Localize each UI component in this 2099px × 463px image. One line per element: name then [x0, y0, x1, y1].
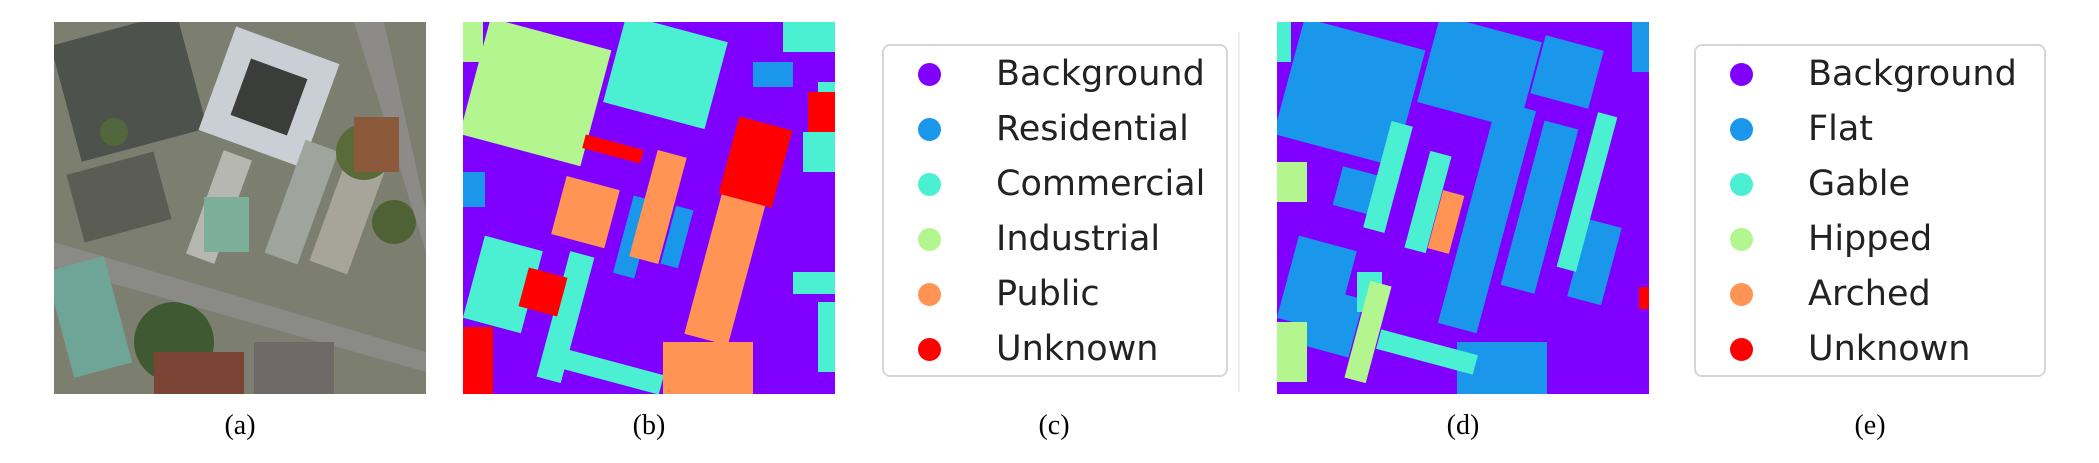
roof-type-legend: Background Flat Gable Hipped Arched Unkn… [1694, 44, 2046, 377]
legend-label: Commercial [996, 164, 1206, 204]
legend-label: Background [996, 54, 1205, 94]
legend-item: Public [884, 274, 1226, 314]
caption-a: (a) [224, 410, 256, 441]
legend-marker-arched [1730, 283, 1753, 306]
legend-marker-gable [1730, 173, 1753, 196]
legend-label: Public [996, 274, 1100, 314]
caption-d: (d) [1446, 410, 1480, 441]
legend-marker-background [918, 63, 941, 86]
function-map-panel [463, 22, 835, 394]
legend-label: Unknown [996, 329, 1159, 369]
legend-item: Flat [1696, 109, 2044, 149]
legend-label: Gable [1808, 164, 1911, 204]
legend-marker-residential [918, 118, 941, 141]
legend-marker-background [1730, 63, 1753, 86]
legend-label: Background [1808, 54, 2017, 94]
legend-label: Residential [996, 109, 1189, 149]
roof-segmentation-map [1277, 22, 1649, 394]
legend-item: Unknown [884, 329, 1226, 369]
aerial-image [54, 22, 426, 394]
legend-marker-unknown [1730, 338, 1753, 361]
aerial-image-panel [54, 22, 426, 394]
legend-marker-public [918, 283, 941, 306]
divider [1238, 32, 1240, 392]
legend-item: Background [884, 54, 1226, 94]
roof-map-panel [1277, 22, 1649, 394]
caption-b: (b) [632, 410, 666, 441]
legend-item: Hipped [1696, 219, 2044, 259]
legend-marker-unknown [918, 338, 941, 361]
legend-marker-commercial [918, 173, 941, 196]
function-segmentation-map [463, 22, 835, 394]
function-legend: Background Residential Commercial Indust… [882, 44, 1228, 377]
legend-label: Flat [1808, 109, 1874, 149]
caption-c: (c) [1038, 410, 1070, 441]
legend-label: Hipped [1808, 219, 1933, 259]
legend-marker-hipped [1730, 228, 1753, 251]
legend-marker-flat [1730, 118, 1753, 141]
legend-label: Arched [1808, 274, 1931, 314]
legend-label: Unknown [1808, 329, 1971, 369]
legend-item: Background [1696, 54, 2044, 94]
legend-item: Commercial [884, 164, 1226, 204]
legend-label: Industrial [996, 219, 1161, 259]
caption-e: (e) [1854, 410, 1886, 441]
legend-item: Industrial [884, 219, 1226, 259]
legend-item: Gable [1696, 164, 2044, 204]
legend-item: Arched [1696, 274, 2044, 314]
legend-item: Residential [884, 109, 1226, 149]
legend-item: Unknown [1696, 329, 2044, 369]
legend-marker-industrial [918, 228, 941, 251]
